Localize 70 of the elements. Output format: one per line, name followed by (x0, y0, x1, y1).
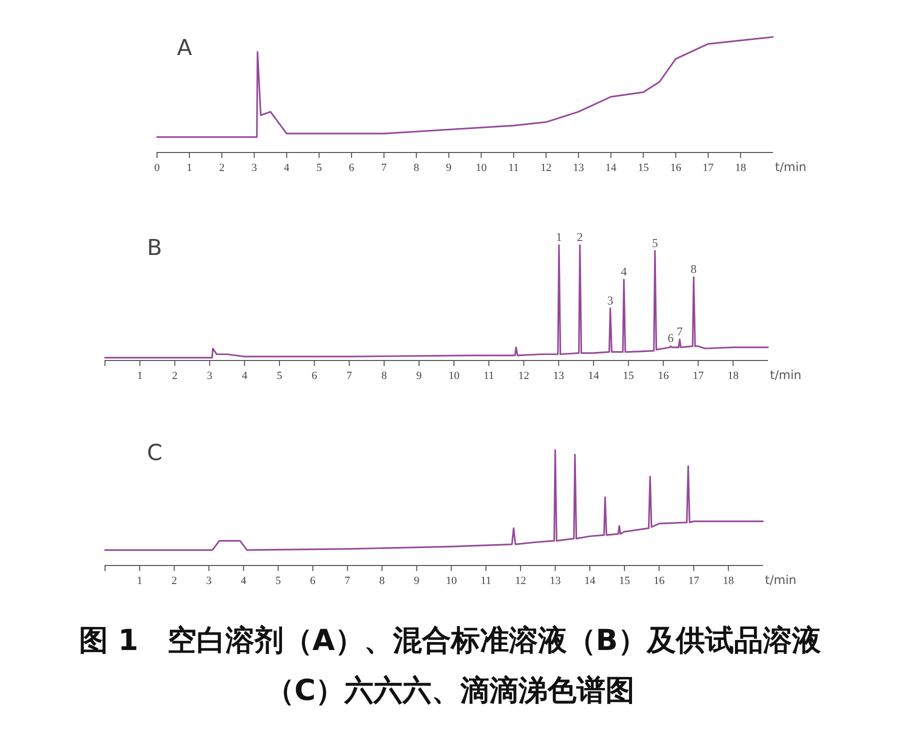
chart-title: A (177, 36, 192, 61)
x-tick-label: 5 (316, 162, 322, 174)
x-tick-label: 18 (735, 162, 747, 174)
x-tick-label: 13 (550, 575, 562, 587)
x-tick-label: 11 (484, 370, 494, 382)
x-tick-label: 4 (240, 575, 247, 587)
x-tick-label: 1 (186, 162, 192, 174)
x-tick-label: 9 (446, 162, 452, 174)
x-tick-label: 13 (572, 162, 584, 174)
x-tick-label: 17 (688, 575, 700, 587)
x-axis-title: t/min (770, 368, 802, 382)
x-tick-label: 9 (416, 370, 422, 382)
x-tick-label: 7 (344, 575, 351, 587)
x-tick-label: 3 (206, 370, 213, 382)
x-tick-label: 5 (275, 575, 282, 587)
x-tick-label: 2 (172, 370, 178, 382)
x-tick-label: 6 (348, 162, 355, 174)
x-tick-label: 12 (518, 370, 530, 382)
x-tick-label: 6 (310, 575, 316, 587)
x-tick-label: 11 (508, 162, 519, 174)
x-tick-label: 4 (284, 162, 290, 174)
x-tick-label: 10 (476, 162, 488, 174)
x-tick-label: 17 (702, 162, 714, 174)
annotation: 2 (576, 230, 583, 244)
caption: 图 1 空白溶剂（A）、混合标准溶液（B）及供试品溶液（C）六六六、滴滴涕色谱图 (78, 622, 822, 709)
x-tick-label: 17 (692, 370, 704, 382)
x-tick-label: 3 (252, 162, 258, 174)
x-tick-label: 10 (446, 575, 458, 587)
annotation: 6 (668, 331, 674, 346)
x-tick-label: 12 (515, 575, 526, 587)
x-tick-label: 6 (312, 370, 318, 382)
x-tick-label: 8 (381, 370, 388, 382)
annotation: 4 (620, 264, 627, 278)
x-tick-label: 5 (276, 370, 283, 382)
x-tick-label: 14 (584, 575, 596, 587)
x-tick-label: 1 (137, 370, 143, 382)
x-tick-label: 14 (588, 370, 600, 382)
x-axis-title: t/min (775, 160, 806, 174)
x-tick-label: 7 (381, 162, 388, 174)
x-tick-label: 16 (654, 575, 666, 587)
x-axis-title: t/min (765, 573, 796, 587)
annotation: 7 (676, 324, 683, 338)
x-tick-label: 18 (722, 575, 734, 587)
x-tick-label: 15 (618, 575, 630, 587)
x-tick-label: 11 (480, 575, 492, 587)
x-tick-label: 3 (206, 575, 212, 587)
x-tick-label: 1 (136, 575, 142, 587)
x-tick-label: 2 (172, 575, 178, 587)
chart-title: C (147, 441, 162, 466)
annotation: 5 (652, 236, 658, 250)
x-tick-label: 2 (219, 162, 225, 174)
x-tick-label: 16 (670, 162, 682, 174)
x-tick-label: 15 (622, 370, 634, 382)
x-tick-label: 7 (346, 370, 353, 382)
x-tick-label: 8 (379, 575, 386, 587)
x-tick-label: 8 (414, 162, 420, 174)
x-tick-label: 13 (553, 370, 565, 382)
x-tick-label: 12 (540, 162, 552, 174)
x-tick-label: 4 (242, 370, 248, 382)
x-tick-label: 18 (728, 370, 740, 382)
x-tick-label: 0 (154, 162, 160, 174)
x-tick-label: 15 (638, 162, 650, 174)
annotation: 1 (556, 230, 562, 244)
annotation: 8 (690, 262, 697, 276)
annotation: 3 (607, 293, 614, 308)
x-tick-label: 9 (414, 575, 420, 587)
x-tick-label: 10 (448, 370, 460, 382)
x-tick-label: 16 (658, 370, 670, 382)
chart-title: B (147, 236, 162, 261)
x-tick-label: 14 (605, 162, 617, 174)
